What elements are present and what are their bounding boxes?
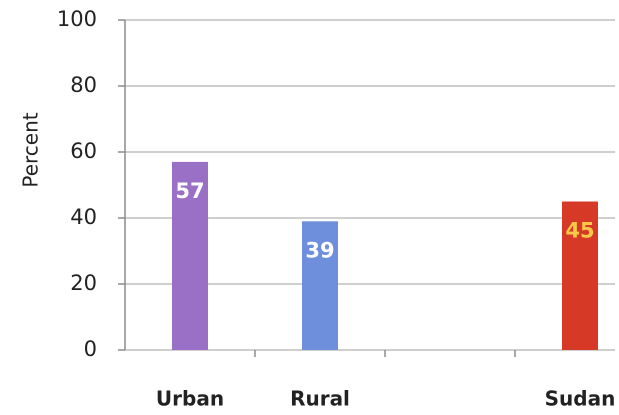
data-label: 57: [175, 179, 204, 203]
bar: [172, 161, 208, 350]
data-label: 45: [565, 219, 594, 243]
y-tick-label: 40: [70, 205, 97, 229]
x-tick-label: Rural: [290, 387, 350, 411]
bar: [562, 201, 598, 350]
y-tick-label: 60: [70, 139, 97, 163]
data-label: 39: [305, 238, 334, 262]
x-tick-label: Urban: [156, 387, 224, 411]
y-axis-label: Percent: [19, 112, 43, 187]
y-tick-label: 80: [70, 73, 97, 97]
x-tick-label: Sudan: [545, 387, 616, 411]
y-tick-label: 0: [84, 337, 97, 361]
bar: [302, 221, 338, 350]
y-tick-label: 100: [57, 7, 97, 31]
y-tick-label: 20: [70, 271, 97, 295]
